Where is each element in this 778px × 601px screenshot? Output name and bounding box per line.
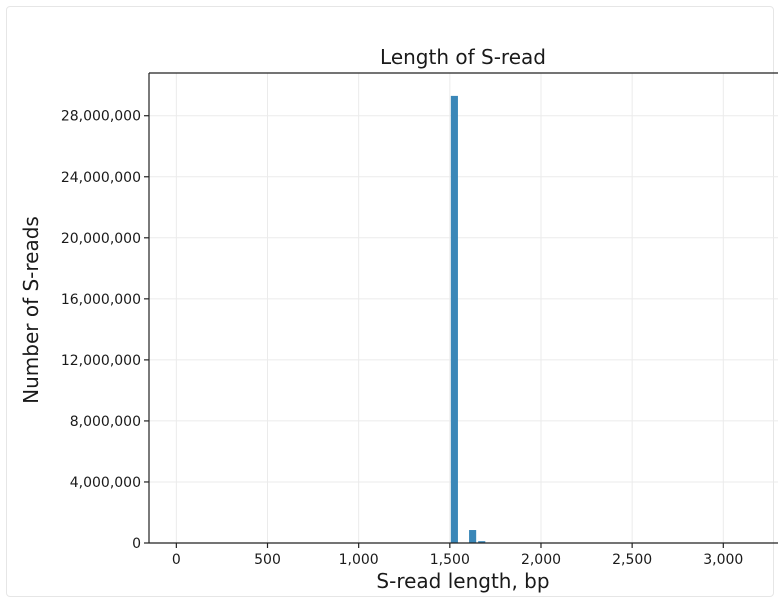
y-tick-label: 28,000,000: [61, 109, 141, 125]
x-tick-label: 3,000: [703, 552, 743, 568]
x-tick-label: 2,500: [612, 552, 652, 568]
y-tick-label: 8,000,000: [70, 414, 141, 430]
y-tick-label: 16,000,000: [61, 292, 141, 308]
bars: [450, 95, 486, 543]
x-tick-label: 500: [254, 552, 281, 568]
x-axis-label: S-read length, bp: [376, 569, 549, 593]
y-tick-label: 24,000,000: [61, 170, 141, 186]
chart-card: [6, 6, 774, 597]
x-tick-labels: 0 500 1,000 1,500 2,000 2,500 3,000: [172, 552, 743, 568]
y-tick-label: 12,000,000: [61, 353, 141, 369]
histogram-bar: [478, 541, 486, 543]
chart-title: Length of S-read: [380, 45, 546, 69]
y-tick-labels: 0 4,000,000 8,000,000 12,000,000 16,000,000 2…: [61, 109, 141, 552]
y-tick-label: 20,000,000: [61, 231, 141, 247]
y-tick-label: 4,000,000: [70, 475, 141, 491]
axes: [144, 72, 778, 548]
x-tick-label: 1,500: [430, 552, 470, 568]
x-tick-label: 2,000: [521, 552, 561, 568]
y-tick-label: 0: [132, 536, 141, 552]
histogram-bar: [469, 530, 477, 543]
histogram-bar: [450, 95, 458, 543]
x-tick-label: 0: [172, 552, 181, 568]
x-tick-label: 1,000: [339, 552, 379, 568]
grid-lines: [149, 73, 778, 544]
y-axis-label: Number of S-reads: [19, 216, 43, 404]
